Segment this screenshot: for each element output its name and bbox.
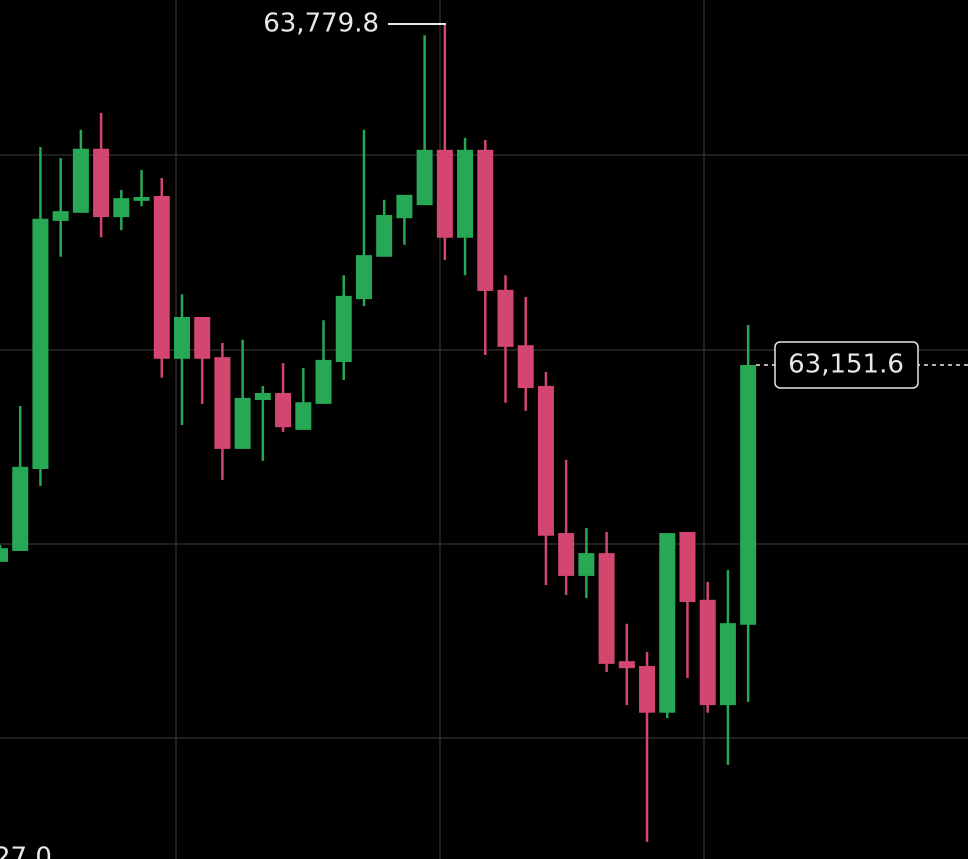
candle-body xyxy=(416,149,433,206)
candle-body xyxy=(72,148,89,213)
candle-body xyxy=(659,533,676,713)
candle-body xyxy=(639,666,656,713)
candle-body xyxy=(254,392,271,401)
candle-body xyxy=(376,214,393,257)
candle-body xyxy=(12,466,29,551)
candle-body xyxy=(0,548,8,562)
candle-body xyxy=(740,364,757,625)
corner-label: 27.0 xyxy=(0,843,52,859)
candle-body xyxy=(113,198,130,218)
candle-body xyxy=(618,661,635,669)
candle-body xyxy=(517,345,534,389)
candle-body xyxy=(355,255,372,300)
candle-body xyxy=(396,194,413,219)
candle-body xyxy=(719,623,736,706)
candle-body xyxy=(295,402,312,430)
last-price-label: 63,151.6 xyxy=(788,349,904,379)
candle-body xyxy=(537,385,554,536)
candle-body xyxy=(679,531,696,602)
candle-body xyxy=(52,211,69,221)
candle-body xyxy=(173,317,190,359)
candle-body xyxy=(497,289,514,347)
candle-body xyxy=(315,359,332,404)
candle-body xyxy=(214,357,231,449)
candle-body xyxy=(457,149,474,238)
candle-body xyxy=(133,197,150,201)
candle-body xyxy=(335,295,352,363)
candle-body xyxy=(558,533,575,576)
candle-body xyxy=(436,149,453,238)
candle-body xyxy=(578,553,595,576)
candle-body xyxy=(153,195,170,359)
candle-body xyxy=(699,599,716,706)
candle-body xyxy=(32,218,49,469)
candle-body xyxy=(275,392,292,428)
candle-body xyxy=(93,148,110,218)
high-marker-label: 63,779.8 xyxy=(263,8,379,38)
last-price-box xyxy=(774,341,919,389)
candle-body xyxy=(477,149,494,291)
candle-body xyxy=(598,553,615,664)
candle-body xyxy=(194,317,211,359)
candle-body xyxy=(234,397,251,449)
